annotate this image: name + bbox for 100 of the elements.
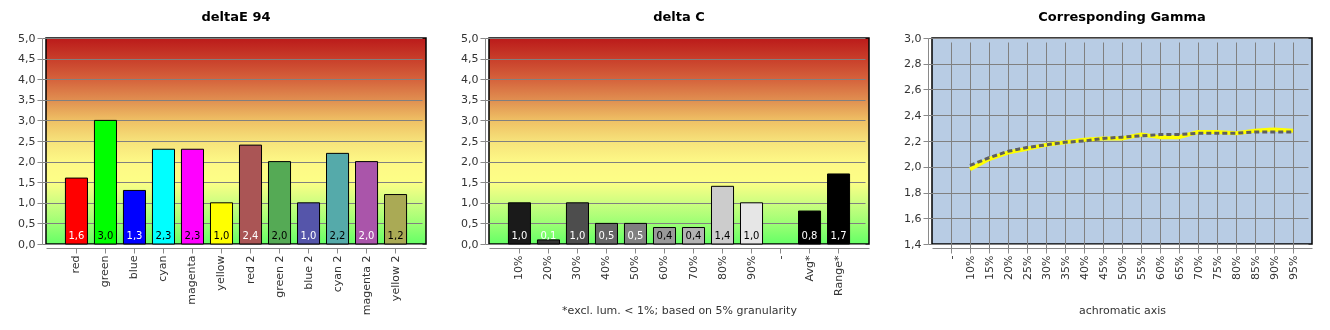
y-tick-label: 3,0: [904, 31, 922, 45]
data-label: 2,4: [242, 230, 259, 241]
x-tick-label: blue 2: [301, 255, 315, 290]
x-tick-label: blue: [127, 255, 141, 280]
data-label: 1,6: [68, 230, 85, 241]
data-label: 0,1: [540, 230, 557, 241]
x-tick-label: -: [773, 255, 787, 260]
data-label: 0,8: [801, 230, 818, 241]
x-tick-label: green: [98, 255, 112, 288]
y-tick-label: 4,0: [18, 72, 36, 86]
x-tick-label: 10%: [512, 255, 526, 280]
x-tick-label: yellow 2: [388, 255, 402, 302]
x-tick-label: cyan: [156, 255, 170, 282]
y-tick-label: 4,5: [18, 52, 36, 66]
data-label: 1,4: [714, 230, 731, 241]
x-tick-label: 60%: [1153, 255, 1167, 280]
y-tick-label: 5,0: [461, 31, 479, 45]
x-tick-label: 80%: [1229, 255, 1243, 280]
y-tick-label: 1,5: [461, 175, 479, 189]
data-label: 1,0: [511, 230, 528, 241]
x-tick-label: 65%: [1172, 255, 1186, 280]
y-tick-label: 4,5: [461, 52, 479, 66]
x-tick-label: 25%: [1020, 255, 1034, 280]
y-tick-label: 1,5: [18, 175, 36, 189]
data-label: 2,2: [329, 230, 346, 241]
data-label: 1,0: [743, 230, 760, 241]
data-label: 1,3: [126, 230, 143, 241]
x-tick-label: 20%: [1001, 255, 1015, 280]
x-tick-label: 85%: [1248, 255, 1262, 280]
x-tick-label: 45%: [1096, 255, 1110, 280]
y-tick-label: 3,0: [461, 113, 479, 127]
y-tick-label: 1,8: [904, 186, 922, 199]
x-tick-label: magenta 2: [359, 255, 373, 316]
x-axis-title: achromatic axis: [1078, 303, 1167, 317]
x-tick-label: 40%: [1077, 255, 1091, 280]
x-tick-label: 50%: [1115, 255, 1129, 280]
x-tick-label: 90%: [744, 255, 758, 280]
y-tick-label: 3,5: [461, 93, 479, 107]
y-tick-label: 3,0: [18, 113, 36, 127]
data-label: 1,0: [569, 230, 586, 241]
y-tick-label: 2,5: [461, 134, 479, 148]
data-label: 0,4: [656, 230, 673, 241]
x-tick-label: green 2: [272, 255, 286, 298]
chart-title: deltaE 94: [201, 9, 271, 24]
y-tick-label: 2,0: [904, 160, 922, 174]
y-tick-label: 0,0: [461, 237, 479, 251]
y-tick-label: 4,0: [461, 72, 479, 86]
y-tick-label: 1,0: [461, 196, 479, 210]
y-tick-label: 0,5: [461, 216, 479, 230]
data-label: 0,5: [598, 230, 615, 241]
x-tick-label: 80%: [715, 255, 729, 280]
data-label: 0,4: [685, 230, 702, 241]
y-tick-label: 2,0: [18, 155, 36, 169]
y-tick-label: 0,5: [18, 216, 36, 230]
x-tick-label: 70%: [1191, 255, 1205, 280]
y-tick-label: 2,0: [461, 155, 479, 169]
data-label: 1,0: [300, 230, 317, 241]
x-tick-label: -: [944, 255, 958, 260]
y-tick-label: 2,4: [904, 108, 922, 122]
data-label: 0,5: [627, 230, 644, 241]
y-tick-label: 2,2: [904, 134, 922, 148]
data-label: 2,0: [271, 230, 288, 241]
x-tick-label: 20%: [541, 255, 555, 280]
x-tick-label: 70%: [686, 255, 700, 280]
x-tick-label: 50%: [628, 255, 642, 280]
y-tick-label: 1,6: [904, 211, 922, 225]
data-label: 2,0: [358, 230, 375, 241]
y-tick-label: 2,8: [904, 57, 922, 71]
data-label: 1,2: [387, 230, 404, 241]
x-tick-label: 40%: [599, 255, 613, 280]
y-tick-label: 1,4: [904, 237, 922, 251]
chart-title: Corresponding Gamma: [1038, 9, 1206, 24]
x-tick-label: yellow: [214, 255, 228, 291]
text: *excl. lum. < 1%; based on 5% granularity: [562, 303, 798, 317]
x-tick-label: 30%: [570, 255, 584, 280]
x-tick-label: magenta: [185, 255, 199, 305]
data-label: 1,0: [213, 230, 230, 241]
x-tick-label: 30%: [1039, 255, 1053, 280]
y-tick-label: 3,5: [18, 93, 36, 107]
x-tick-label: 55%: [1134, 255, 1148, 280]
y-tick-label: 2,6: [904, 83, 922, 96]
data-label: 2,3: [155, 230, 172, 241]
x-tick-label: red: [69, 255, 83, 274]
data-label: 2,3: [184, 230, 201, 241]
y-tick-label: 1,0: [18, 196, 36, 210]
x-tick-label: Range*: [831, 255, 845, 296]
chart-title: delta C: [653, 9, 705, 24]
y-tick-label: 2,5: [18, 134, 36, 148]
x-tick-label: 15%: [982, 255, 996, 280]
x-tick-label: 60%: [657, 255, 671, 280]
x-tick-label: 90%: [1267, 255, 1281, 280]
x-tick-label: cyan 2: [330, 255, 344, 293]
y-tick-label: 5,0: [18, 31, 36, 45]
data-label: 1,7: [830, 230, 847, 241]
x-tick-label: 75%: [1210, 255, 1224, 280]
data-label: 3,0: [97, 230, 114, 241]
x-tick-label: 35%: [1058, 255, 1072, 280]
y-tick-label: 0,0: [18, 237, 36, 251]
x-tick-label: red 2: [243, 255, 257, 285]
x-tick-label: 10%: [963, 255, 977, 280]
